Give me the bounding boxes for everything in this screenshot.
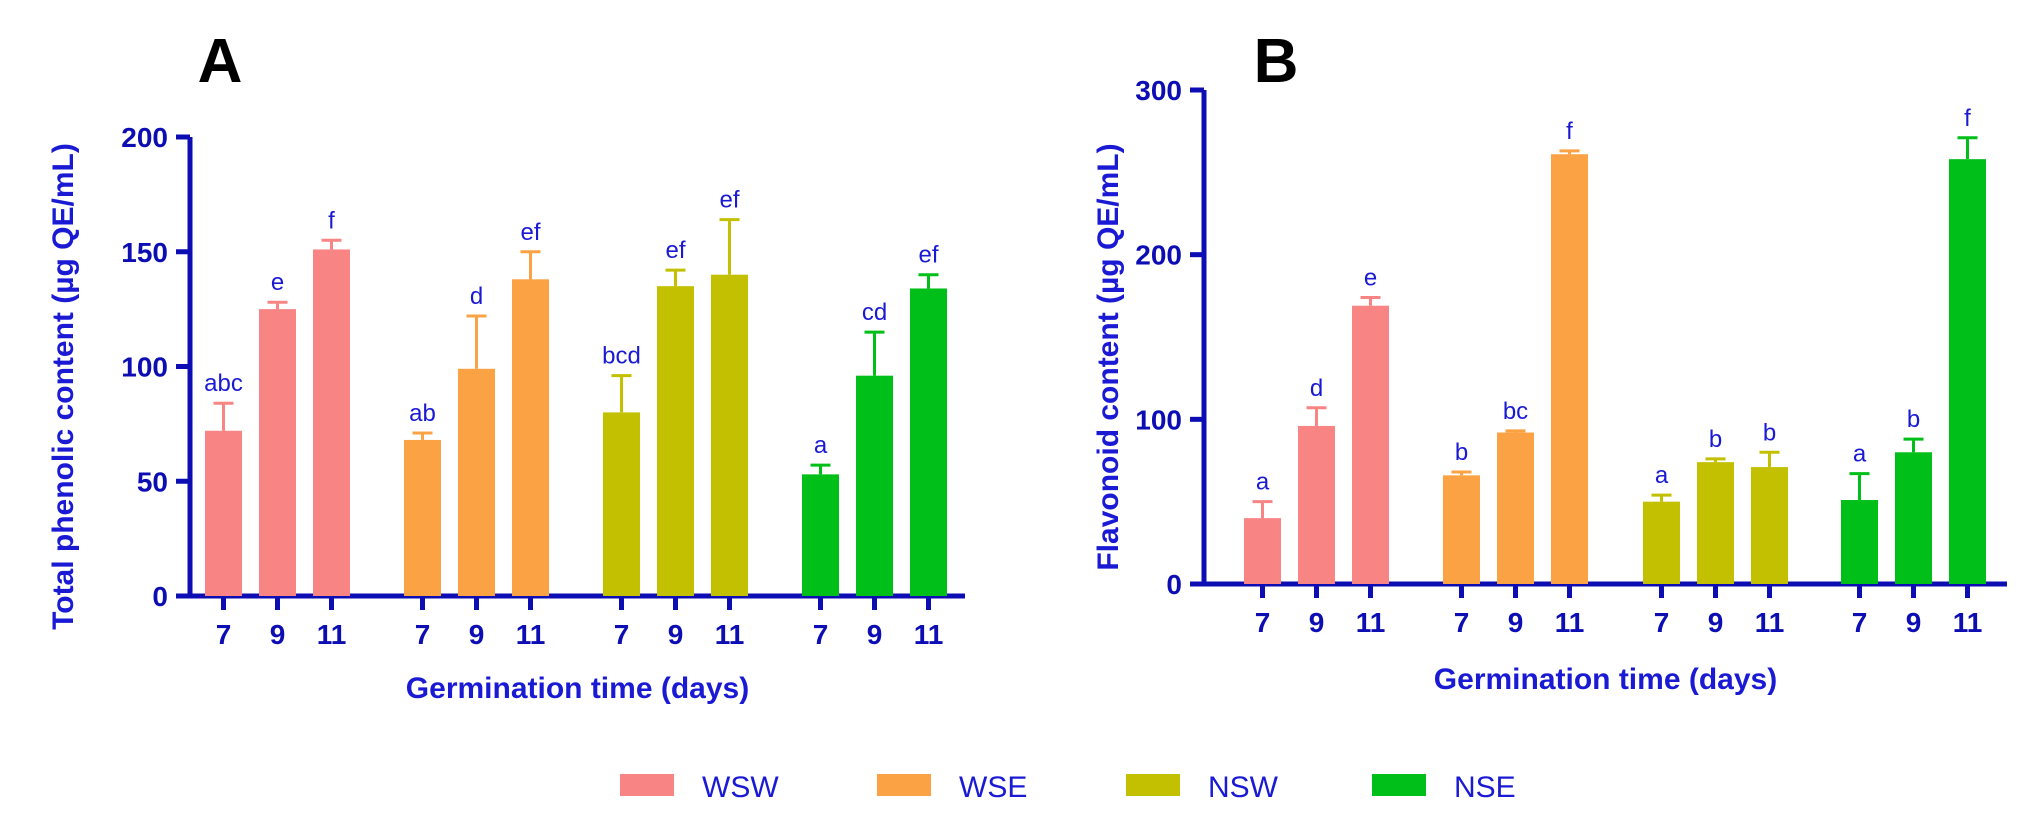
x-tick-label: 9 xyxy=(1508,607,1524,638)
x-tick-label: 11 xyxy=(1555,607,1585,638)
legend-swatch-nse xyxy=(1372,774,1426,796)
x-tick-label: 9 xyxy=(1309,607,1325,638)
x-tick-label: 7 xyxy=(415,619,431,650)
y-tick-label: 200 xyxy=(121,122,168,153)
chart-panel-b: B 0 100 200 300 Flavonoid content (µg QE/mL) G… xyxy=(1092,27,2007,696)
significance-letter: e xyxy=(271,269,284,296)
y-tick-label: 100 xyxy=(1135,404,1182,435)
bar-nsw-9 xyxy=(1697,462,1734,584)
y-tick-label: 200 xyxy=(1135,240,1182,271)
bar-wsw-7 xyxy=(1244,518,1281,584)
x-tick-label: 7 xyxy=(614,619,630,650)
y-tick-label: 100 xyxy=(121,352,168,383)
y-axis-title: Flavonoid content (µg QE/mL) xyxy=(1092,143,1125,570)
significance-letter: f xyxy=(328,207,335,234)
y-tick-label: 300 xyxy=(1135,75,1182,106)
significance-letter: ef xyxy=(719,187,739,214)
x-tick-label: 11 xyxy=(1953,607,1983,638)
significance-letter: cd xyxy=(862,299,887,326)
bar-wse-11 xyxy=(512,279,549,596)
x-axis-title: Germination time (days) xyxy=(1434,663,1777,696)
bar-wsw-7 xyxy=(205,430,242,596)
bar-wsw-11 xyxy=(1352,305,1389,584)
significance-letter: b xyxy=(1763,419,1776,446)
significance-letter: bcd xyxy=(602,343,641,370)
bar-nsw-9 xyxy=(657,286,694,596)
legend-label: NSW xyxy=(1208,771,1279,804)
bar-nse-7 xyxy=(802,474,839,596)
x-tick-label: 9 xyxy=(668,619,684,650)
significance-letter: a xyxy=(1655,462,1669,489)
bar-wse-9 xyxy=(1497,432,1534,584)
bar-nse-9 xyxy=(856,375,893,596)
significance-letter: abc xyxy=(204,370,243,397)
significance-letter: a xyxy=(1256,469,1270,496)
bar-wse-7 xyxy=(1443,475,1480,584)
significance-letter: ef xyxy=(520,219,540,246)
bar-wsw-9 xyxy=(1298,425,1335,584)
x-tick-label: 11 xyxy=(1755,607,1785,638)
legend-label: WSW xyxy=(702,771,779,804)
x-tick-label: 11 xyxy=(516,619,546,650)
x-tick-label: 7 xyxy=(1454,607,1470,638)
significance-letter: a xyxy=(814,432,828,459)
y-axis-title: Total phenolic content (µg QE/mL) xyxy=(47,143,80,630)
bar-wsw-9 xyxy=(259,309,296,596)
x-tick-label: 9 xyxy=(270,619,286,650)
bar-nsw-7 xyxy=(603,412,640,596)
bar-nse-9 xyxy=(1895,452,1932,584)
x-tick-label: 7 xyxy=(813,619,829,650)
significance-letter: d xyxy=(470,283,483,310)
bar-wse-11 xyxy=(1551,154,1588,584)
x-tick-label: 7 xyxy=(216,619,232,650)
bar-wse-7 xyxy=(404,439,441,596)
significance-letter: ab xyxy=(409,400,436,427)
legend: WSW WSE NSW NSE xyxy=(620,771,1516,804)
y-tick-label: 0 xyxy=(152,581,168,612)
significance-letter: f xyxy=(1566,118,1573,145)
x-tick-label: 9 xyxy=(1708,607,1724,638)
significance-letter: b xyxy=(1907,406,1920,433)
x-tick-label: 7 xyxy=(1852,607,1868,638)
significance-letter: ef xyxy=(918,242,938,269)
bar-wsw-11 xyxy=(313,249,350,596)
y-tick-label: 0 xyxy=(1166,569,1182,600)
legend-swatch-wsw xyxy=(620,774,674,796)
significance-letter: b xyxy=(1455,439,1468,466)
x-tick-label: 7 xyxy=(1654,607,1670,638)
significance-letter: b xyxy=(1709,426,1722,453)
panel-label: B xyxy=(1254,27,1299,96)
significance-letter: bc xyxy=(1503,398,1528,425)
y-tick-label: 150 xyxy=(121,237,168,268)
bar-wse-9 xyxy=(458,368,495,596)
significance-letter: e xyxy=(1364,264,1377,291)
legend-label: WSE xyxy=(959,771,1027,804)
bar-nsw-11 xyxy=(711,274,748,596)
x-tick-label: 11 xyxy=(715,619,745,650)
legend-swatch-nsw xyxy=(1126,774,1180,796)
legend-label: NSE xyxy=(1454,771,1516,804)
x-tick-label: 11 xyxy=(914,619,944,650)
significance-letter: ef xyxy=(665,237,685,264)
bar-nsw-7 xyxy=(1643,501,1680,584)
x-tick-label: 9 xyxy=(1906,607,1922,638)
bar-nse-7 xyxy=(1841,500,1878,584)
bar-nse-11 xyxy=(910,288,947,596)
significance-letter: d xyxy=(1310,375,1323,402)
bar-nse-11 xyxy=(1949,159,1986,584)
x-tick-label: 9 xyxy=(867,619,883,650)
x-tick-label: 7 xyxy=(1255,607,1271,638)
x-tick-label: 11 xyxy=(1356,607,1386,638)
significance-letter: f xyxy=(1964,105,1971,132)
x-tick-label: 9 xyxy=(469,619,485,650)
x-tick-label: 11 xyxy=(317,619,347,650)
bar-nsw-11 xyxy=(1751,467,1788,584)
x-axis-title: Germination time (days) xyxy=(406,672,749,705)
significance-letter: a xyxy=(1853,441,1867,468)
chart-panel-a: A 0 50 100 150 200 Total phenolic content (µg … xyxy=(47,27,965,705)
y-tick-label: 50 xyxy=(137,466,168,497)
legend-swatch-wse xyxy=(877,774,931,796)
panel-label: A xyxy=(198,27,243,96)
